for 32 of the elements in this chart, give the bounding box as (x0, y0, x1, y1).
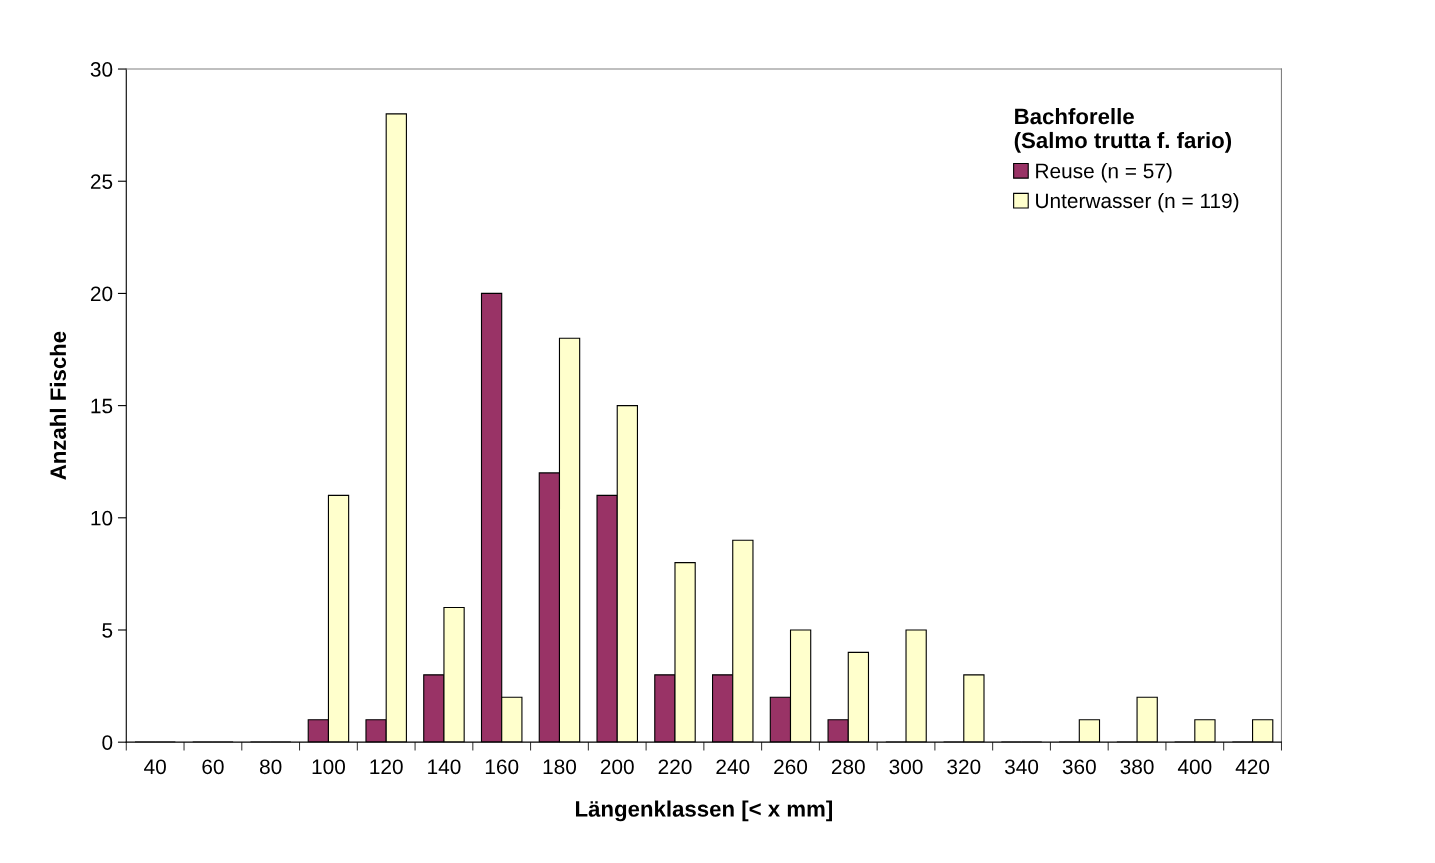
y-tick-label: 5 (102, 623, 113, 638)
y-tick-label: 0 (102, 735, 113, 750)
x-tick-label: 380 (1120, 759, 1154, 775)
y-tick-label: 30 (90, 62, 113, 77)
x-tick-label: 200 (600, 759, 634, 775)
x-tick-label: 280 (831, 759, 865, 775)
x-tick-label: 220 (658, 759, 692, 775)
x-axis-title: Längenklassen [< x mm] (575, 800, 832, 822)
x-tick-label: 100 (312, 759, 345, 775)
x-tick-label: 400 (1177, 759, 1212, 775)
legend-label: Reuse (n = 57) (1036, 163, 1172, 183)
x-tick-label: 120 (370, 759, 403, 775)
x-tick-label: 60 (202, 759, 224, 775)
y-tick-label: 15 (91, 398, 113, 414)
x-tick-label: 180 (543, 759, 577, 775)
y-tick-label: 20 (90, 286, 113, 302)
legend-label: Unterwasser (n = 119) (1036, 192, 1239, 213)
x-tick-label: 420 (1235, 759, 1270, 775)
x-tick-label: 40 (144, 759, 166, 775)
legend-title: Bachforelle (Salmo trutta f. fario) (1014, 107, 1232, 153)
x-tick-label: 160 (485, 759, 519, 775)
x-tick-label: 240 (716, 759, 750, 775)
y-tick-label: 25 (90, 174, 113, 189)
x-tick-label: 300 (889, 759, 923, 775)
x-tick-label: 340 (1004, 759, 1039, 775)
y-axis-title: Anzahl Fische (49, 331, 67, 480)
x-tick-label: 80 (260, 759, 282, 775)
x-tick-label: 260 (774, 759, 808, 775)
y-tick-label: 10 (91, 510, 113, 526)
x-tick-label: 360 (1062, 759, 1096, 775)
x-tick-label: 320 (947, 759, 981, 775)
x-tick-label: 140 (428, 759, 461, 775)
